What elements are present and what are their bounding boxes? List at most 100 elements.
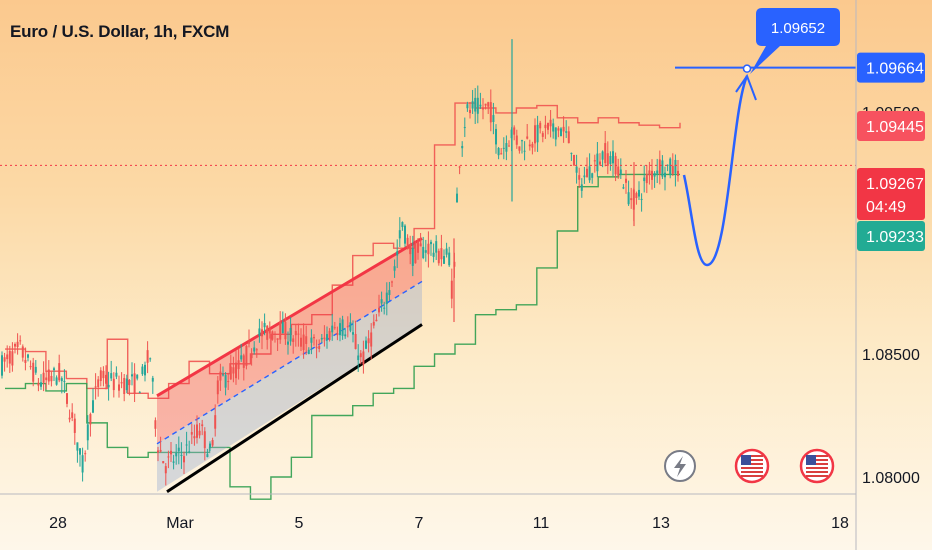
x-tick-label: 7 bbox=[415, 515, 424, 532]
y-tick-label: 1.08500 bbox=[862, 347, 920, 364]
candle-body bbox=[383, 307, 386, 309]
candle-body bbox=[609, 155, 612, 164]
flag-stripe bbox=[741, 475, 763, 477]
projection-arrowhead bbox=[735, 73, 757, 101]
candle-body bbox=[349, 322, 352, 331]
candle-body bbox=[81, 455, 84, 473]
candle-body bbox=[1, 355, 3, 376]
candle-body bbox=[398, 230, 401, 239]
candle-body bbox=[154, 420, 157, 429]
candle-body bbox=[45, 377, 48, 381]
candle-body bbox=[471, 101, 474, 109]
candle-body bbox=[185, 444, 188, 446]
candle-body bbox=[307, 349, 310, 354]
candle-body bbox=[599, 161, 601, 165]
candle-body bbox=[513, 127, 516, 135]
candle-body bbox=[40, 382, 42, 387]
candle-body bbox=[149, 358, 152, 360]
lightning-icon[interactable] bbox=[664, 450, 696, 482]
candle-body bbox=[175, 452, 178, 457]
channel-layer bbox=[156, 237, 423, 494]
candle-body bbox=[219, 371, 222, 381]
candle-body bbox=[339, 323, 341, 336]
candle-body bbox=[60, 378, 63, 382]
candle-body bbox=[391, 281, 393, 283]
target-callout bbox=[750, 8, 840, 74]
candle-body bbox=[580, 184, 583, 191]
candle-body bbox=[235, 362, 237, 379]
candle-body bbox=[414, 243, 417, 264]
candle-body bbox=[151, 377, 154, 382]
candle-body bbox=[110, 373, 113, 379]
candle-body bbox=[619, 169, 622, 175]
candle-body bbox=[242, 355, 245, 368]
candle-body bbox=[411, 247, 414, 266]
flag-stripe bbox=[806, 463, 828, 465]
candle-body bbox=[643, 177, 646, 182]
candle-body bbox=[671, 165, 674, 174]
candle-body bbox=[482, 108, 484, 110]
candle-body bbox=[261, 329, 263, 337]
candle-body bbox=[302, 334, 305, 351]
candle-body bbox=[164, 466, 167, 474]
candle-body bbox=[617, 166, 620, 176]
candle-body bbox=[474, 97, 477, 112]
us-flag-icon[interactable] bbox=[734, 448, 770, 484]
price-tag bbox=[857, 111, 925, 141]
candle-body bbox=[367, 338, 370, 344]
candle-body bbox=[479, 104, 482, 107]
candle-body bbox=[248, 342, 250, 344]
candle-body bbox=[651, 170, 653, 180]
candle-body bbox=[541, 133, 544, 137]
candle-body bbox=[112, 378, 115, 391]
candle-body bbox=[245, 345, 248, 366]
candle-body bbox=[502, 147, 505, 149]
candle-body bbox=[105, 374, 107, 384]
upper-band-line bbox=[5, 102, 681, 399]
candle-body bbox=[666, 164, 669, 166]
candle-body bbox=[372, 321, 375, 326]
candle-body bbox=[128, 379, 131, 386]
candle-body bbox=[193, 436, 196, 439]
candle-body bbox=[378, 307, 380, 313]
candle-body bbox=[393, 266, 396, 271]
candle-body bbox=[536, 124, 539, 143]
us-flag-icon[interactable] bbox=[799, 448, 835, 484]
candle-body bbox=[183, 456, 185, 463]
candle-body bbox=[240, 355, 243, 360]
candle-body bbox=[417, 241, 419, 253]
projection-layer: 1.09652 bbox=[675, 8, 856, 267]
candle-body bbox=[554, 127, 557, 140]
candle-body bbox=[315, 346, 318, 349]
candle-body bbox=[102, 370, 105, 379]
candle-body bbox=[216, 380, 219, 395]
candle-body bbox=[567, 131, 570, 144]
lower-band-line bbox=[5, 173, 680, 500]
candle-body bbox=[437, 250, 440, 264]
candle-body bbox=[388, 290, 391, 295]
candle-body bbox=[203, 431, 206, 449]
candle-body bbox=[526, 136, 529, 139]
candle-body bbox=[658, 159, 661, 174]
candle-body bbox=[497, 148, 500, 156]
candle-body bbox=[229, 366, 232, 380]
candle-body bbox=[211, 440, 214, 446]
candle-body bbox=[622, 187, 625, 189]
candle-body bbox=[656, 170, 659, 174]
price-tag-label: 1.09445 bbox=[866, 119, 924, 136]
candle-body bbox=[456, 193, 458, 203]
candle-body bbox=[606, 153, 609, 166]
candle-body bbox=[523, 150, 526, 152]
candle-body bbox=[167, 456, 170, 458]
candle-body bbox=[138, 392, 141, 394]
candle-body bbox=[250, 354, 253, 359]
price-tag-label: 1.09233 bbox=[866, 229, 924, 246]
y-tick-label: 1.08000 bbox=[862, 470, 920, 487]
candle-body bbox=[89, 414, 92, 425]
candle-body bbox=[255, 349, 258, 351]
candle-body bbox=[214, 415, 217, 429]
candle-body bbox=[258, 328, 261, 336]
candle-body bbox=[107, 384, 110, 388]
candle-body bbox=[198, 430, 201, 436]
